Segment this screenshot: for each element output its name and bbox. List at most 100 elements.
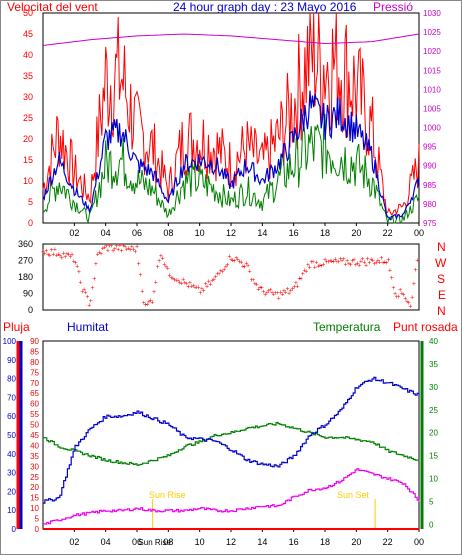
direction-point: + — [203, 281, 207, 288]
direction-point: + — [331, 259, 335, 266]
pressure-tick-label: 1020 — [423, 47, 441, 56]
rain-tick-label: 30 — [7, 469, 16, 478]
direction-point: + — [56, 252, 60, 259]
direction-point: + — [60, 255, 64, 262]
direction-point: + — [407, 300, 411, 307]
direction-point: + — [275, 290, 279, 297]
wind-speed-tick-label: 15 — [23, 155, 33, 165]
direction-point: + — [137, 261, 141, 268]
direction-point: + — [304, 269, 308, 276]
direction-point: + — [395, 294, 399, 301]
direction-point: + — [77, 269, 81, 276]
wind-x-tick-label: 22 — [383, 228, 393, 238]
climate-x-tick-label: 06 — [132, 537, 142, 547]
direction-point: + — [132, 246, 136, 253]
humidity-tick-label: 50 — [30, 421, 39, 430]
direction-point: + — [361, 256, 365, 263]
direction-point: + — [349, 262, 353, 269]
direction-point: + — [374, 260, 378, 267]
direction-point: + — [89, 298, 93, 305]
climate-x-tick-label: 12 — [226, 537, 236, 547]
direction-point: + — [273, 290, 277, 297]
rain-tick-label: 10 — [7, 506, 16, 515]
wind-x-tick-label: 18 — [320, 228, 330, 238]
direction-point: + — [320, 263, 324, 270]
direction-point: + — [214, 274, 218, 281]
direction-point: + — [152, 289, 156, 296]
direction-point: + — [174, 277, 178, 284]
direction-point: + — [179, 280, 183, 287]
direction-point: + — [109, 243, 113, 250]
direction-point: + — [166, 265, 170, 272]
climate-x-tick-label: 16 — [289, 537, 299, 547]
climate-panel-frame — [42, 340, 420, 530]
pressure-tick-label: 1005 — [423, 104, 441, 113]
wind-speed-tick-label: 30 — [23, 92, 33, 102]
direction-point: + — [335, 259, 339, 266]
pressure-tick-label: 1015 — [423, 66, 441, 75]
direction-point: + — [299, 276, 303, 283]
direction-point: + — [128, 247, 132, 254]
direction-point: + — [133, 249, 137, 256]
direction-point: + — [157, 258, 161, 265]
direction-point: + — [176, 277, 180, 284]
direction-point: + — [220, 269, 224, 276]
direction-tick-label: 360 — [18, 239, 33, 249]
direction-point: + — [123, 244, 127, 251]
direction-point: + — [94, 261, 98, 268]
direction-point: + — [333, 257, 337, 264]
humidity-label: Humitat — [67, 320, 109, 334]
direction-point: + — [102, 245, 106, 252]
humidity-line — [43, 376, 420, 504]
direction-point: + — [46, 252, 50, 259]
direction-point: + — [379, 255, 383, 262]
direction-point: + — [284, 289, 288, 296]
direction-point: + — [282, 288, 286, 295]
direction-point: + — [114, 243, 118, 250]
direction-point: + — [173, 277, 177, 284]
direction-point: + — [290, 286, 294, 293]
wind-speed-tick-label: 20 — [23, 134, 33, 144]
direction-point: + — [251, 277, 255, 284]
direction-point: + — [226, 262, 230, 269]
pressure-tick-label: 1030 — [423, 9, 441, 18]
humidity-tick-label: 5 — [35, 515, 40, 524]
direction-point: + — [79, 279, 83, 286]
direction-point: + — [210, 277, 214, 284]
direction-point: + — [72, 258, 76, 265]
direction-point: + — [229, 257, 233, 264]
direction-point: + — [164, 264, 168, 271]
direction-point: + — [55, 252, 59, 259]
direction-point: + — [330, 259, 334, 266]
direction-point: + — [236, 257, 240, 264]
temperature-tick-label: 15 — [429, 452, 438, 461]
direction-letters: N W S E N — [435, 240, 447, 318]
rain-tick-label: 0 — [12, 525, 17, 534]
direction-point: + — [135, 244, 139, 251]
wind-speed-tick-label: 45 — [23, 29, 33, 39]
direction-point: + — [415, 257, 419, 264]
direction-point: + — [391, 285, 395, 292]
direction-point: + — [239, 260, 243, 267]
direction-point: + — [373, 261, 377, 268]
direction-point: + — [208, 282, 212, 289]
direction-point: + — [265, 290, 269, 297]
direction-point: + — [321, 262, 325, 269]
temperature-tick-label: 35 — [429, 360, 438, 369]
direction-point: + — [215, 271, 219, 278]
direction-point: + — [301, 271, 305, 278]
direction-point: + — [261, 289, 265, 296]
direction-point: + — [302, 267, 306, 274]
direction-point: + — [96, 251, 100, 258]
humidity-tick-label: 70 — [30, 379, 39, 388]
pressure-label: Pressió — [373, 1, 413, 14]
climate-x-tick-label: 00 — [414, 537, 424, 547]
direction-point: + — [388, 268, 392, 275]
direction-point: + — [121, 243, 125, 250]
direction-letter-s: S — [437, 272, 445, 286]
climate-x-tick-label: 20 — [351, 537, 361, 547]
direction-panel-frame — [42, 243, 420, 311]
direction-point: + — [75, 263, 79, 270]
direction-point: + — [408, 304, 412, 311]
direction-point: + — [200, 286, 204, 293]
